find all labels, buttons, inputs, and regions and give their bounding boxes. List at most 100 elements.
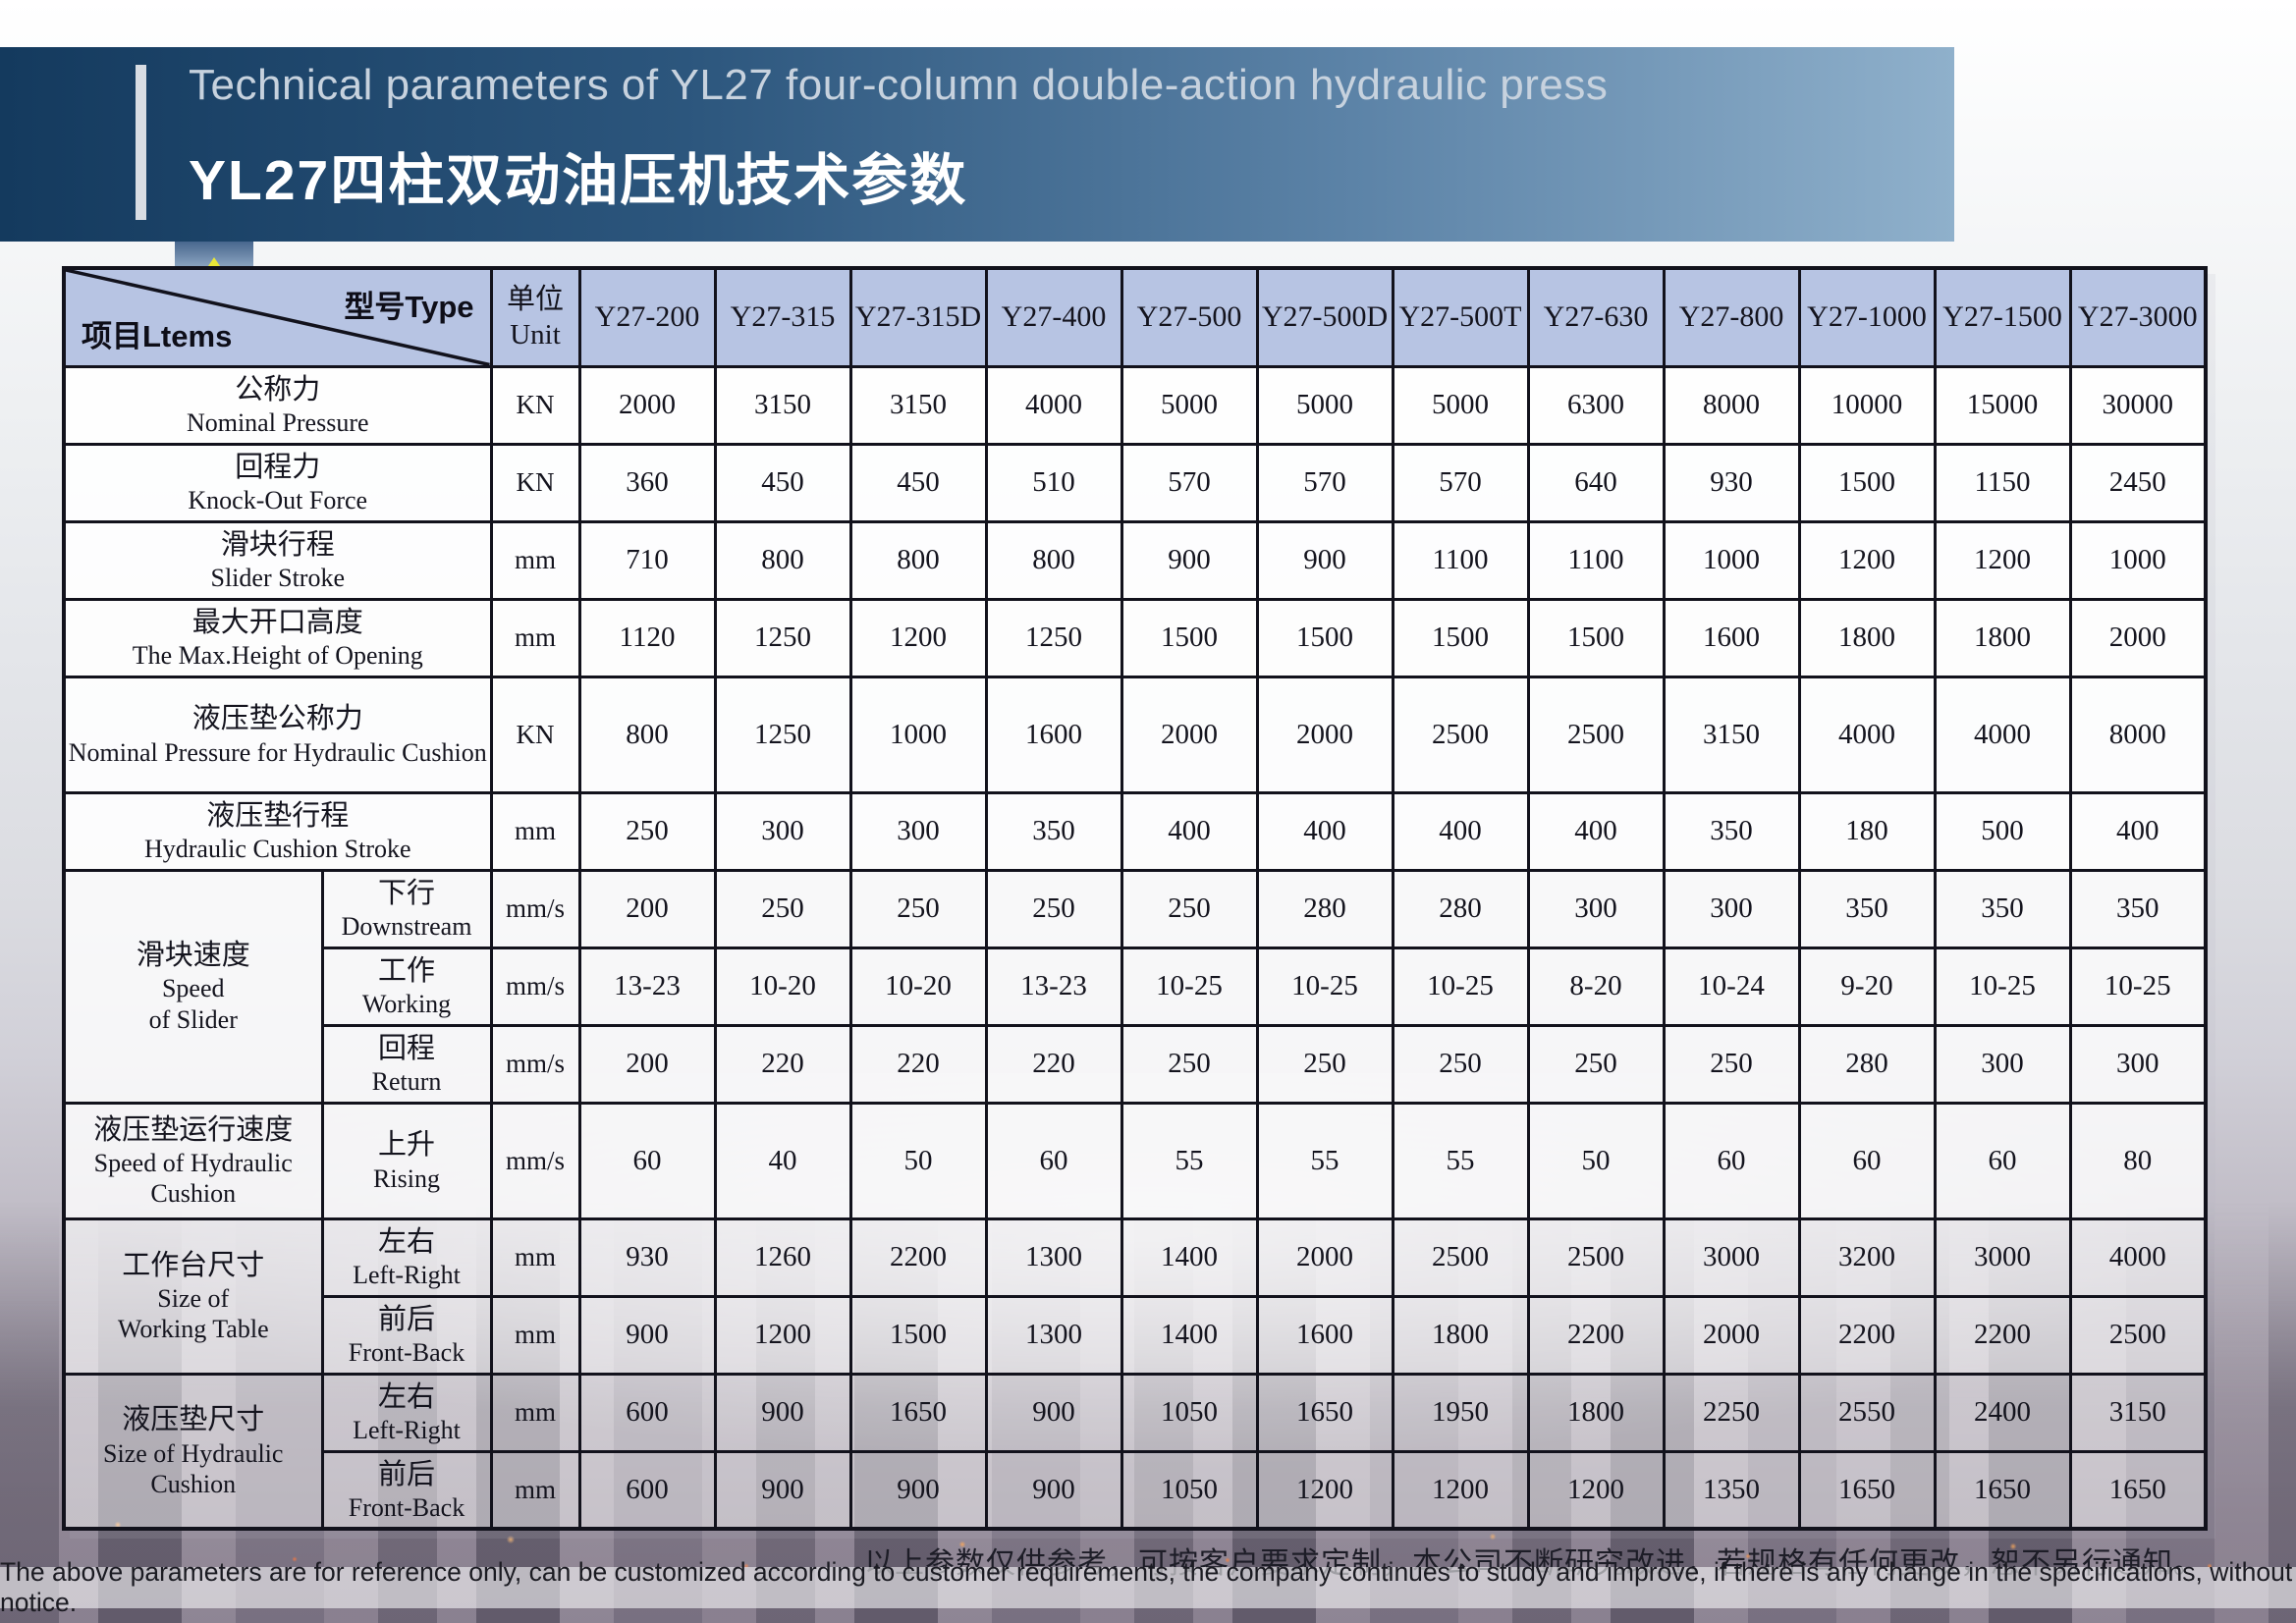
- parameter-value-cell: 250: [984, 868, 1123, 949]
- parameter-value-cell: 2500: [1526, 675, 1666, 794]
- parameter-value-cell: 1200: [1933, 519, 2072, 601]
- parameter-value-cell: 2200: [1526, 1294, 1666, 1376]
- unit-cell: mm/s: [489, 868, 581, 949]
- parameter-value-cell: 1250: [713, 597, 852, 678]
- parameter-value-cell: 350: [984, 790, 1123, 872]
- parameter-value-cell: 1600: [1662, 597, 1801, 678]
- parameter-value-cell: 2000: [577, 364, 717, 446]
- row-label: 回程力 Knock-Out Force: [62, 442, 493, 523]
- parameter-value-cell: 600: [577, 1449, 717, 1531]
- table-row: 液压垫尺寸 Size of Hydraulic Cushion 左右 Left-Rig…: [62, 1372, 2208, 1531]
- column-header-y27-630: Y27-630: [1526, 266, 1666, 368]
- parameter-value-cell: 10-25: [1391, 946, 1530, 1027]
- sub-row-label: 左右 Left-Right: [320, 1217, 493, 1298]
- parameter-value-cell: 1600: [1255, 1294, 1394, 1376]
- parameter-value-cell: 5000: [1391, 364, 1530, 446]
- parameter-value-cell: 4000: [1933, 675, 2072, 794]
- parameter-value-cell: 1500: [1797, 442, 1937, 523]
- row-label: 滑块行程 Slider Stroke: [62, 519, 493, 601]
- column-header-y27-1000: Y27-1000: [1797, 266, 1937, 368]
- parameter-value-cell: 2450: [2068, 442, 2208, 523]
- parameter-value-cell: 1250: [984, 597, 1123, 678]
- parameter-value-cell: 10-25: [1255, 946, 1394, 1027]
- parameter-value-cell: 900: [577, 1294, 717, 1376]
- parameter-value-cell: 250: [713, 868, 852, 949]
- parameter-value-cell: 2000: [1255, 675, 1394, 794]
- parameter-value-cell: 220: [984, 1023, 1123, 1105]
- parameter-value-cell: 400: [1120, 790, 1259, 872]
- parameter-value-cell: 300: [1933, 1023, 2072, 1105]
- parameter-value-cell: 1250: [713, 675, 852, 794]
- parameter-value-cell: 250: [1255, 1023, 1394, 1105]
- parameter-value-cell: 1400: [1120, 1217, 1259, 1298]
- parameter-value-cell: 13-23: [984, 946, 1123, 1027]
- parameter-value-cell: 1200: [1391, 1449, 1530, 1531]
- parameter-value-cell: 900: [713, 1372, 852, 1453]
- row-label: 公称力 Nominal Pressure: [62, 364, 493, 446]
- table-row: 最大开口高度 The Max.Height of Opening mm 1120 125…: [62, 597, 2208, 678]
- parameter-value-cell: 1000: [1662, 519, 1801, 601]
- parameter-value-cell: 250: [1120, 1023, 1259, 1105]
- parameter-value-cell: 640: [1526, 442, 1666, 523]
- parameter-value-cell: 3150: [848, 364, 988, 446]
- parameter-value-cell: 40: [713, 1101, 852, 1220]
- parameter-value-cell: 1100: [1526, 519, 1666, 601]
- unit-cell: mm: [489, 519, 581, 601]
- parameter-value-cell: 300: [713, 790, 852, 872]
- table-row: 液压垫运行速度 Speed of Hydraulic Cushion 上升 Risin…: [62, 1101, 2208, 1220]
- parameter-value-cell: 8000: [1662, 364, 1801, 446]
- table-row: 回程 Return mm/s 200 220 220 220 250 250 250 250 250 2…: [64, 1023, 2208, 1105]
- parameter-value-cell: 1300: [984, 1294, 1123, 1376]
- parameter-value-cell: 900: [1255, 519, 1394, 601]
- parameter-value-cell: 300: [1526, 868, 1666, 949]
- unit-cell: mm: [489, 1217, 581, 1298]
- items-label: 项目Ltems: [82, 318, 233, 353]
- unit-column-header: 单位 Unit: [489, 266, 581, 368]
- column-header-y27-500: Y27-500: [1120, 266, 1259, 368]
- parameter-value-cell: 300: [1662, 868, 1801, 949]
- table-row: 前后 Front-Back mm 600 900 900 900 1050 1200 1200 12…: [64, 1449, 2208, 1531]
- parameter-value-cell: 6300: [1526, 364, 1666, 446]
- parameter-value-cell: 10-25: [1120, 946, 1259, 1027]
- parameter-value-cell: 2500: [1391, 1217, 1530, 1298]
- parameter-value-cell: 1650: [1255, 1372, 1394, 1453]
- parameter-value-cell: 60: [577, 1101, 717, 1220]
- parameters-table: 型号Type 项目Ltems 单位 Unit Y27-200 Y27-315 Y27…: [62, 266, 2208, 1531]
- parameter-value-cell: 900: [1120, 519, 1259, 601]
- parameter-value-cell: 250: [1662, 1023, 1801, 1105]
- parameter-value-cell: 200: [577, 1023, 717, 1105]
- parameter-value-cell: 1600: [984, 675, 1123, 794]
- parameter-value-cell: 10-25: [1933, 946, 2072, 1027]
- parameter-value-cell: 710: [577, 519, 717, 601]
- parameter-value-cell: 360: [577, 442, 717, 523]
- parameter-value-cell: 1500: [1255, 597, 1394, 678]
- corner-cell: 型号Type 项目Ltems: [62, 266, 493, 368]
- table-row: 工作 Working mm/s 13-23 10-20 10-20 13-23 10-25 10…: [64, 946, 2208, 1027]
- parameter-value-cell: 570: [1391, 442, 1530, 523]
- parameter-value-cell: 180: [1797, 790, 1937, 872]
- parameter-value-cell: 2500: [1526, 1217, 1666, 1298]
- parameter-value-cell: 2000: [1662, 1294, 1801, 1376]
- parameter-value-cell: 250: [577, 790, 717, 872]
- parameter-value-cell: 55: [1255, 1101, 1394, 1220]
- parameter-value-cell: 600: [577, 1372, 717, 1453]
- parameter-value-cell: 5000: [1120, 364, 1259, 446]
- table-row: 公称力 Nominal Pressure KN 2000 3150 3150 4000 500…: [62, 364, 2208, 446]
- parameter-value-cell: 10-20: [713, 946, 852, 1027]
- column-header-y27-400: Y27-400: [984, 266, 1123, 368]
- unit-cell: mm: [489, 790, 581, 872]
- sub-row-label: 左右 Left-Right: [320, 1372, 493, 1453]
- diagonal-divider: [66, 270, 490, 365]
- parameter-value-cell: 10000: [1797, 364, 1937, 446]
- parameter-value-cell: 1350: [1662, 1449, 1801, 1531]
- parameter-value-cell: 60: [1797, 1101, 1937, 1220]
- parameter-value-cell: 1000: [2068, 519, 2208, 601]
- parameter-value-cell: 1800: [1933, 597, 2072, 678]
- parameter-value-cell: 250: [1391, 1023, 1530, 1105]
- parameter-value-cell: 400: [1391, 790, 1530, 872]
- parameter-value-cell: 3150: [2068, 1372, 2208, 1453]
- parameter-value-cell: 1100: [1391, 519, 1530, 601]
- title-banner: [0, 47, 1954, 242]
- footer-band: The above parameters are for reference o…: [0, 1557, 2296, 1617]
- parameter-value-cell: 900: [848, 1449, 988, 1531]
